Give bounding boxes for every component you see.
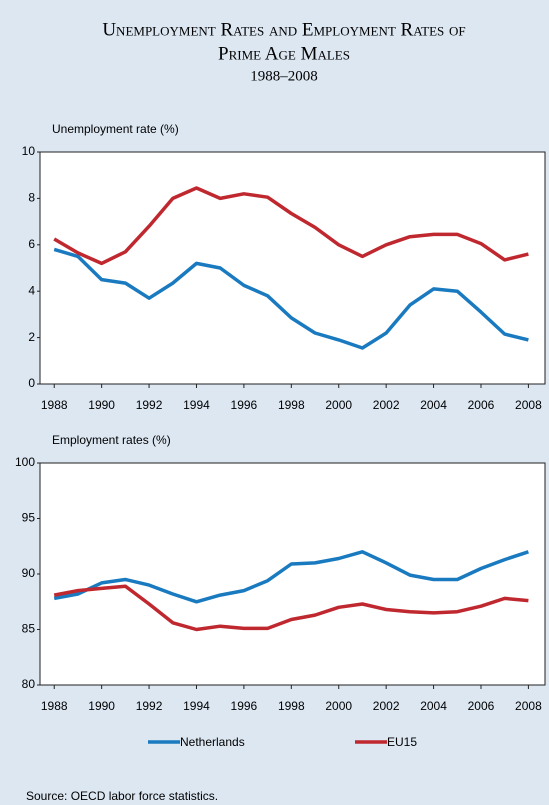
x-tick-label: 2002	[373, 699, 400, 713]
x-tick-label: 1994	[183, 699, 210, 713]
x-tick-label: 2000	[325, 398, 352, 412]
y-axis-label: Unemployment rate (%)	[52, 122, 179, 136]
y-tick-label: 80	[22, 677, 36, 691]
chart-title: Prime Age Males	[218, 43, 350, 64]
y-tick-label: 100	[15, 455, 35, 469]
line	[53, 550, 529, 604]
y-axis-label: Employment rates (%)	[52, 433, 171, 447]
plot-area	[39, 151, 546, 385]
x-tick-label: 1992	[136, 398, 163, 412]
chart-title: Unemployment Rates and Employment Rates …	[102, 19, 465, 40]
line	[53, 247, 529, 350]
source: Source: OECD labor force statistics.	[26, 789, 218, 803]
chart-subtitle: 1988–2008	[250, 68, 318, 84]
y-tick-label: 0	[28, 376, 35, 390]
x-tick-label: 2002	[373, 398, 400, 412]
x-tick-label: 1992	[136, 699, 163, 713]
x-tick-label: 1996	[231, 699, 258, 713]
y-tick-label: 2	[28, 330, 35, 344]
x-tick-label: 1990	[88, 398, 115, 412]
x-tick-label: 2000	[325, 699, 352, 713]
x-tick-label: 1988	[41, 699, 68, 713]
x-tick-label: 2004	[420, 398, 447, 412]
x-tick-label: 1996	[231, 398, 258, 412]
y-tick-label: 6	[28, 237, 35, 251]
legend-label: EU15	[387, 735, 417, 749]
line	[53, 186, 529, 266]
x-tick-label: 1990	[88, 699, 115, 713]
x-tick-label: 2008	[515, 398, 542, 412]
y-tick-label: 4	[28, 283, 35, 297]
y-tick-label: 85	[22, 622, 36, 636]
y-tick-label: 90	[22, 566, 36, 580]
legend-label: Netherlands	[180, 735, 245, 749]
x-tick-label: 1994	[183, 398, 210, 412]
x-tick-label: 2004	[420, 699, 447, 713]
y-tick-label: 8	[28, 191, 35, 205]
x-tick-label: 1988	[41, 398, 68, 412]
x-tick-label: 2006	[468, 699, 495, 713]
y-tick-label: 95	[22, 511, 36, 525]
x-tick-label: 2006	[468, 398, 495, 412]
y-tick-label: 10	[22, 144, 36, 158]
plot-area	[39, 462, 546, 686]
line	[53, 584, 529, 632]
x-tick-label: 1998	[278, 398, 305, 412]
x-tick-label: 2008	[515, 699, 542, 713]
x-tick-label: 1998	[278, 699, 305, 713]
